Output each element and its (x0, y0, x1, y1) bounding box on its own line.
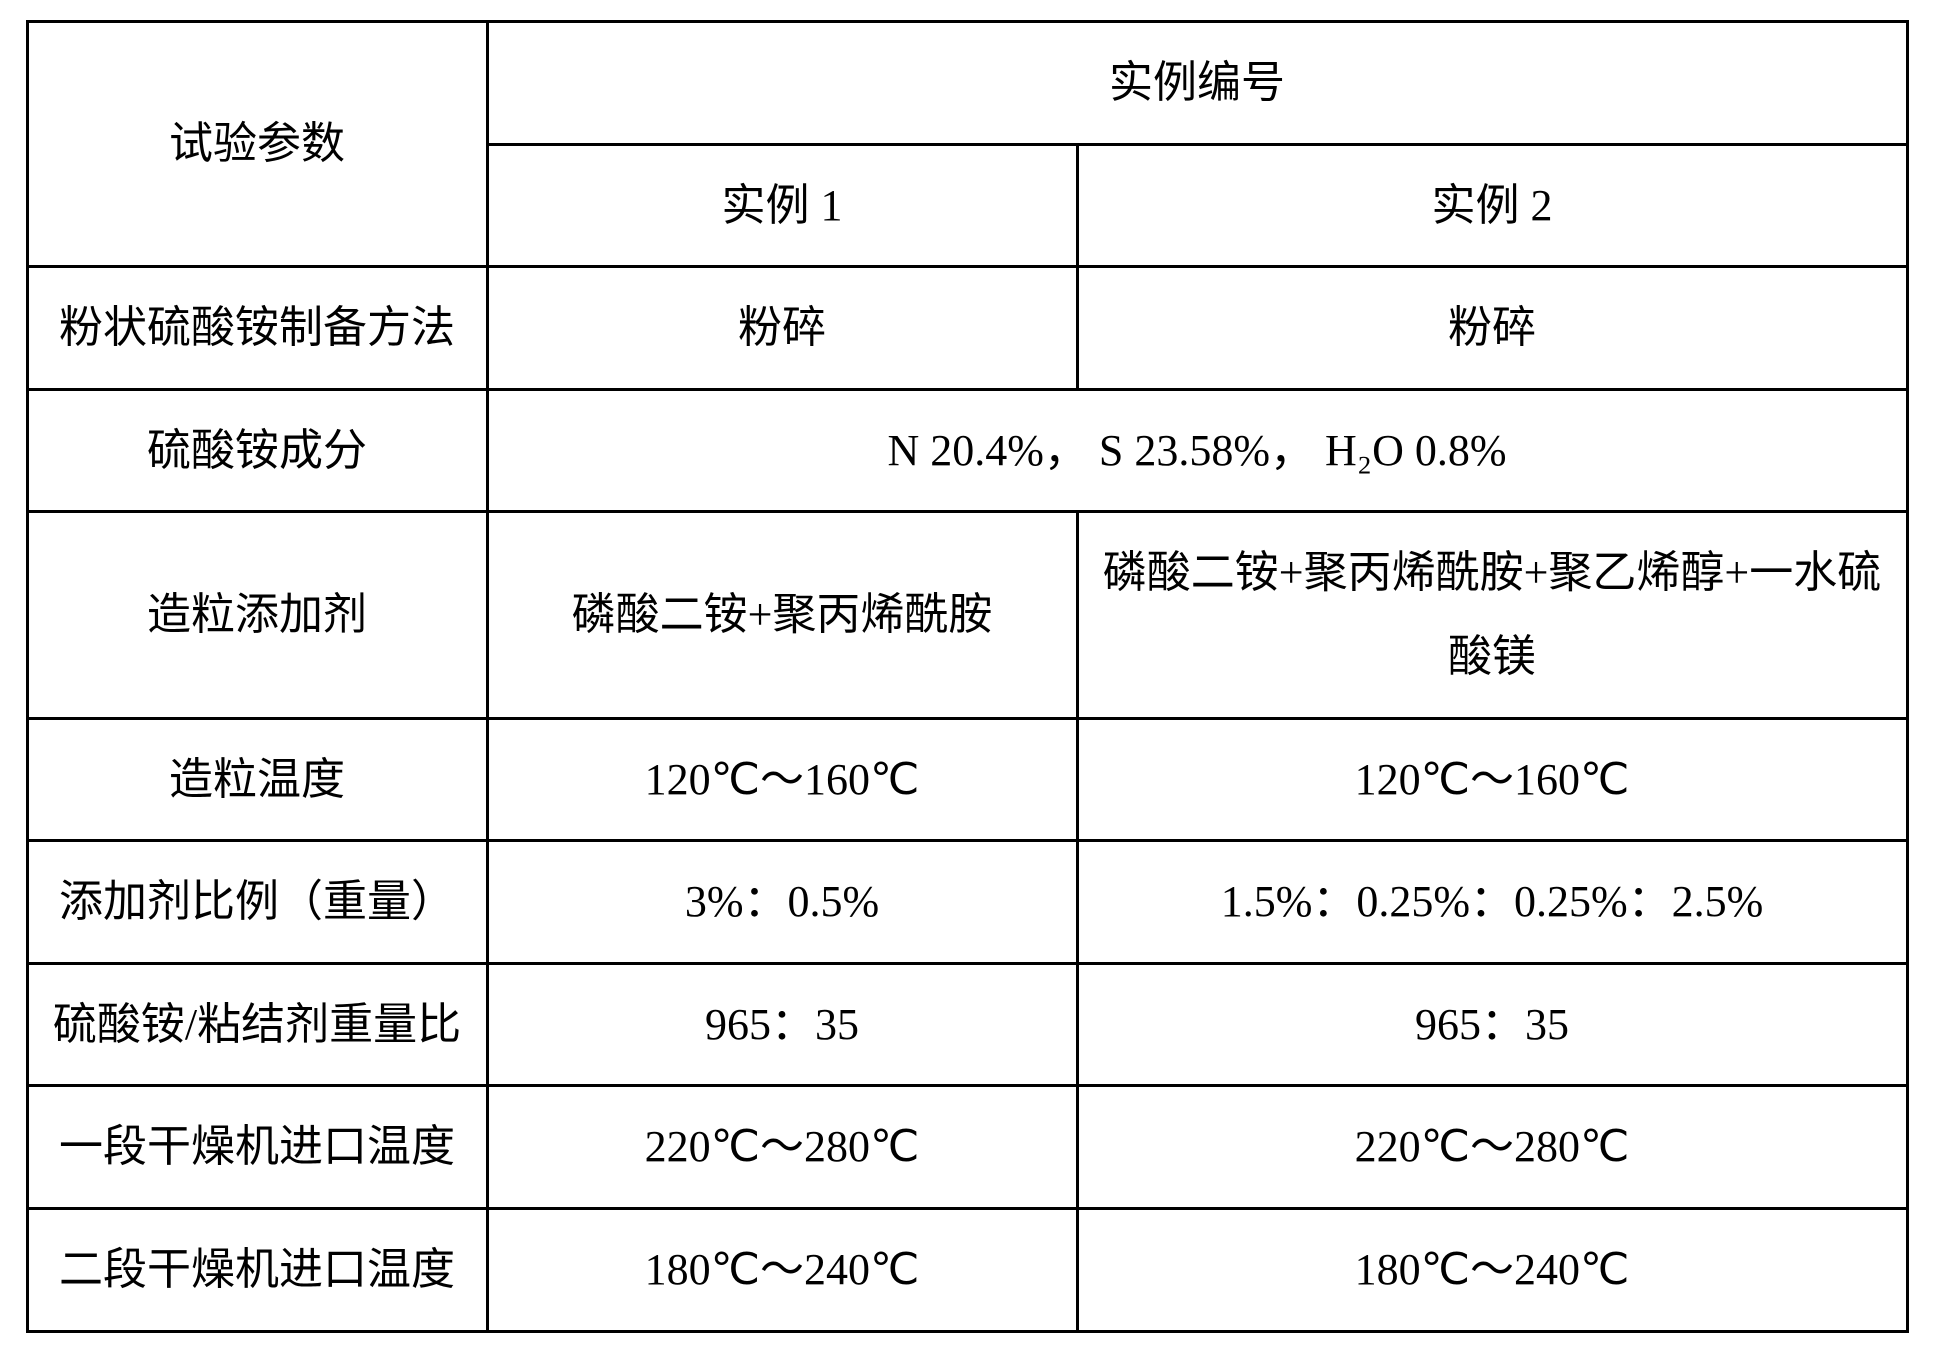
table-row: 粉状硫酸铵制备方法 粉碎 粉碎 (27, 267, 1907, 390)
cell: 180℃～240℃ (487, 1208, 1077, 1331)
cell: 3%：0.5% (487, 841, 1077, 964)
table-row: 造粒温度 120℃～160℃ 120℃～160℃ (27, 718, 1907, 841)
row-label: 造粒添加剂 (27, 512, 487, 718)
row-label: 一段干燥机进口温度 (27, 1086, 487, 1209)
row-label: 硫酸铵/粘结剂重量比 (27, 963, 487, 1086)
table-row: 硫酸铵/粘结剂重量比 965：35 965：35 (27, 963, 1907, 1086)
table-row: 二段干燥机进口温度 180℃～240℃ 180℃～240℃ (27, 1208, 1907, 1331)
row-label: 添加剂比例（重量） (27, 841, 487, 964)
table-row: 试验参数 实例编号 (27, 22, 1907, 145)
row-label: 硫酸铵成分 (27, 389, 487, 512)
cell: 120℃～160℃ (1077, 718, 1907, 841)
cell: 965：35 (487, 963, 1077, 1086)
row-label: 二段干燥机进口温度 (27, 1208, 487, 1331)
table-row: 硫酸铵成分 N 20.4%， S 23.58%， H₂O 0.8% (27, 389, 1907, 512)
row-label: 造粒温度 (27, 718, 487, 841)
cell: 粉碎 (1077, 267, 1907, 390)
row-label: 粉状硫酸铵制备方法 (27, 267, 487, 390)
cell: 磷酸二铵+聚丙烯酰胺 (487, 512, 1077, 718)
cell: 220℃～280℃ (1077, 1086, 1907, 1209)
experiment-table: 试验参数 实例编号 实例 1 实例 2 粉状硫酸铵制备方法 粉碎 粉碎 硫酸铵成… (26, 20, 1909, 1333)
cell: 磷酸二铵+聚丙烯酰胺+聚乙烯醇+一水硫酸镁 (1077, 512, 1907, 718)
cell: 120℃～160℃ (487, 718, 1077, 841)
cell: 1.5%：0.25%：0.25%：2.5% (1077, 841, 1907, 964)
table-row: 造粒添加剂 磷酸二铵+聚丙烯酰胺 磷酸二铵+聚丙烯酰胺+聚乙烯醇+一水硫酸镁 (27, 512, 1907, 718)
cell: 180℃～240℃ (1077, 1208, 1907, 1331)
header-ex1: 实例 1 (487, 144, 1077, 267)
cell-merged: N 20.4%， S 23.58%， H₂O 0.8% (487, 389, 1907, 512)
cell: 965：35 (1077, 963, 1907, 1086)
table-row: 一段干燥机进口温度 220℃～280℃ 220℃～280℃ (27, 1086, 1907, 1209)
header-group: 实例编号 (487, 22, 1907, 145)
header-ex2: 实例 2 (1077, 144, 1907, 267)
cell: 220℃～280℃ (487, 1086, 1077, 1209)
cell: 粉碎 (487, 267, 1077, 390)
table-row: 添加剂比例（重量） 3%：0.5% 1.5%：0.25%：0.25%：2.5% (27, 841, 1907, 964)
header-param: 试验参数 (27, 22, 487, 267)
